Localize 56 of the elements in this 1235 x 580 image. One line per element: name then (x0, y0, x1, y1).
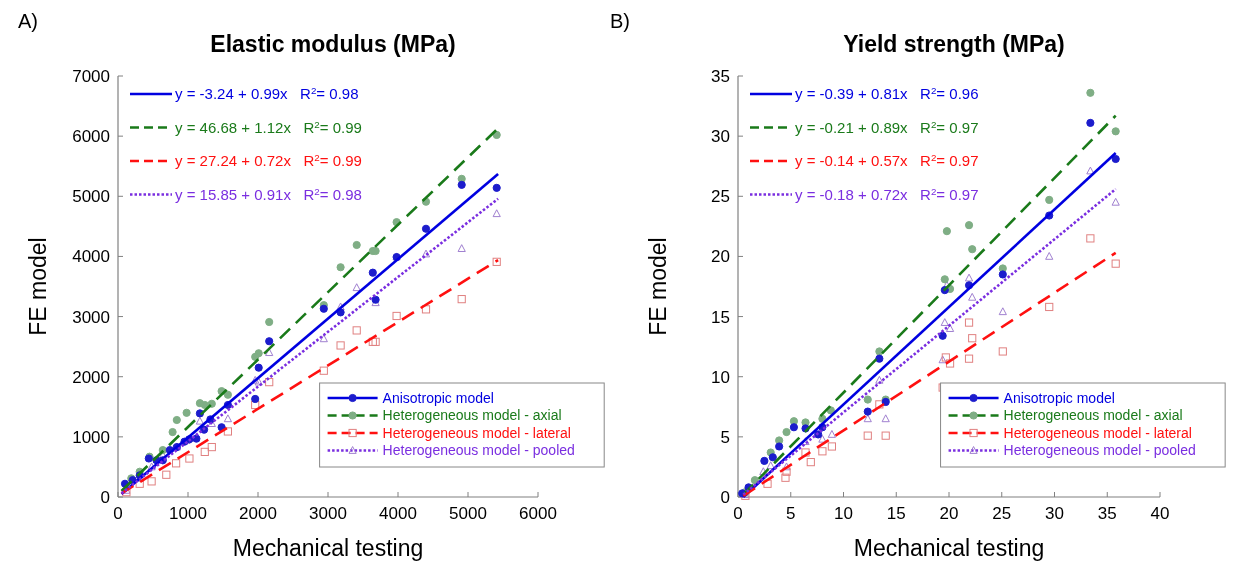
legend-label: Anisotropic model (1003, 389, 1115, 406)
x-tick-label: 4000 (379, 504, 417, 523)
y-tick-label: 3000 (72, 307, 110, 327)
annotation: y = -3.24 + 0.99x R$^{2}$= 0.98 (175, 84, 359, 102)
y-tick-label: 0 (720, 487, 730, 507)
y-tick-label: 7000 (72, 66, 110, 86)
annotation: y = -0.21 + 0.89x R$^{2}$= 0.97 (795, 118, 979, 136)
y-tick-label: 10 (711, 367, 730, 387)
text: A) (18, 10, 38, 32)
x-tick-label: 1000 (169, 504, 207, 523)
x-tick-label: 0 (113, 504, 123, 523)
y-tick-label: 20 (711, 247, 730, 267)
legend-label: Heterogeneous model - lateral (1003, 424, 1192, 441)
legend-label: Heterogeneous model - axial (1003, 407, 1183, 424)
annotation: y = 46.68 + 1.12x R$^{2}$= 0.99 (175, 118, 362, 136)
x-axis-title: Mechanical testing (853, 535, 1045, 561)
x-tick-label: 15 (886, 504, 906, 523)
y-tick-label: 35 (711, 66, 730, 86)
chart-title: Yield strength (MPa) (843, 31, 1065, 57)
annotation: y = 27.24 + 0.72x R$^{2}$= 0.99 (175, 151, 362, 169)
x-tick-label: 25 (992, 504, 1012, 523)
x-tick-label: 6000 (519, 504, 557, 523)
legend-label: Heterogeneous model - pooled (382, 442, 575, 459)
y-tick-label: 15 (711, 307, 730, 327)
y-axis-title: FE model (645, 237, 671, 336)
y-tick-label: 25 (711, 187, 730, 207)
x-tick-label: 0 (733, 504, 743, 523)
y-tick-label: 6000 (72, 127, 110, 147)
x-tick-label: 5000 (449, 504, 487, 523)
x-tick-label: 35 (1097, 504, 1117, 523)
x-tick-label: 20 (939, 504, 959, 523)
x-tick-label: 40 (1150, 504, 1170, 523)
legend-label: Heterogeneous model - lateral (382, 424, 571, 441)
x-axis-title: Mechanical testing (232, 535, 424, 561)
y-tick-label: 1000 (72, 427, 110, 447)
annotation: y = -0.39 + 0.81x R$^{2}$= 0.96 (795, 84, 979, 102)
annotation: y = -0.14 + 0.57x R$^{2}$= 0.97 (795, 151, 979, 169)
x-tick-label: 30 (1045, 504, 1064, 523)
legend-label: Anisotropic model (382, 389, 494, 406)
x-tick-label: 5 (786, 504, 796, 523)
annotation: y = 15.85 + 0.91x R$^{2}$= 0.98 (175, 185, 362, 203)
y-tick-label: 5 (720, 427, 730, 447)
y-tick-label: 2000 (72, 367, 110, 387)
legend-label: Heterogeneous model - axial (382, 407, 562, 424)
y-tick-label: 5000 (72, 187, 110, 207)
chart-title: Elastic modulus (MPa) (210, 31, 456, 57)
legend-label: Heterogeneous model - pooled (1003, 442, 1196, 459)
y-tick-label: 30 (711, 127, 730, 147)
annotation: y = -0.18 + 0.72x R$^{2}$= 0.97 (795, 185, 979, 203)
text: B) (610, 10, 630, 32)
y-tick-label: 0 (100, 487, 110, 507)
x-tick-label: 2000 (239, 504, 277, 523)
x-tick-label: 3000 (309, 504, 347, 523)
x-tick-label: 10 (834, 504, 853, 523)
y-tick-label: 4000 (72, 247, 110, 267)
y-axis-title: FE model (25, 237, 51, 336)
